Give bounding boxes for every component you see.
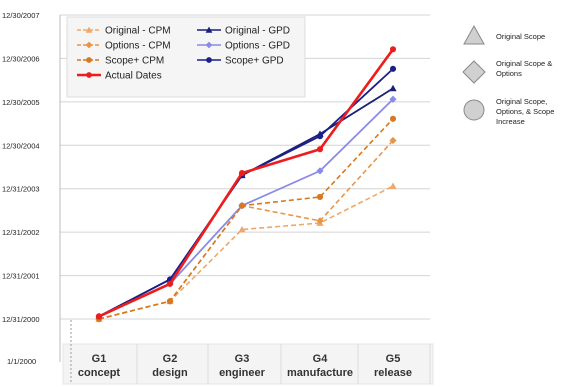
shape-key-label: Original Scope & — [496, 59, 552, 68]
legend: Original - CPM Original - GPD Options - CP… — [66, 16, 306, 98]
x-tick-label: G2 — [163, 353, 178, 365]
legend-label: Actual Dates — [105, 71, 162, 82]
data-point — [389, 95, 397, 103]
series — [95, 46, 397, 320]
series — [95, 115, 397, 323]
legend-marker — [205, 41, 213, 49]
legend-label: Original - GPD — [225, 26, 290, 37]
y-tick-label: 12/31/2001 — [2, 272, 40, 281]
y-tick-label: 12/30/2007 — [2, 11, 40, 20]
legend-marker — [85, 41, 93, 49]
legend-label: Original - CPM — [105, 26, 171, 37]
x-tick-label: G5 — [386, 353, 401, 365]
data-point — [389, 136, 397, 145]
x-tick-label: G1 — [92, 353, 107, 365]
data-point — [238, 225, 246, 233]
x-tick-label: G3 — [235, 353, 250, 365]
data-point — [389, 46, 397, 53]
y-tick-label: 12/30/2006 — [2, 54, 40, 63]
data-point — [316, 193, 324, 201]
shape-key-label: Original Scope — [496, 32, 545, 41]
x-tick-label: manufacture — [287, 367, 353, 379]
legend-label: Options - CPM — [105, 41, 171, 52]
legend-marker — [85, 26, 93, 33]
x-tick-label: design — [152, 367, 188, 379]
data-point — [316, 133, 324, 140]
y-axis-ticks: 12/30/2007 12/30/2006 12/30/2005 12/30/2004… — [2, 11, 40, 366]
x-axis-band-bg — [62, 343, 434, 385]
y-tick-label: 12/31/2000 — [2, 315, 40, 324]
x-tick-label: engineer — [219, 367, 266, 379]
y-tick-label: 12/30/2005 — [2, 98, 40, 107]
shape-key-label: Original Scope, — [496, 97, 547, 106]
legend-label: Scope+ CPM — [105, 56, 164, 67]
diamond-icon — [462, 60, 486, 84]
data-point — [238, 202, 246, 209]
x-tick-label: concept — [78, 367, 121, 379]
y-tick-label: 12/30/2004 — [2, 141, 40, 150]
data-point — [95, 313, 103, 320]
data-point — [316, 146, 324, 153]
circle-icon — [463, 99, 485, 121]
y-tick-label: 12/31/2002 — [2, 228, 40, 237]
shape-key-label: Options, & Scope — [496, 107, 554, 116]
legend-box — [66, 16, 306, 98]
legend-label: Scope+ GPD — [225, 56, 284, 67]
data-point — [166, 298, 174, 305]
data-point — [316, 217, 324, 225]
series-lines — [95, 46, 397, 323]
data-point — [389, 115, 397, 122]
x-axis-band — [62, 320, 434, 385]
data-point — [316, 167, 324, 175]
legend-marker — [86, 72, 92, 78]
legend-marker — [205, 26, 213, 33]
data-point — [389, 182, 397, 189]
shape-key: Original Scope Original Scope &Options Ori… — [462, 24, 554, 126]
shape-key-label: Increase — [496, 117, 525, 126]
data-point — [389, 65, 397, 72]
x-axis-ticks: G1 concept G2 design G3 engineer G4 manufacture… — [78, 353, 412, 379]
legend-marker — [86, 57, 92, 63]
legend-marker — [206, 57, 212, 63]
shape-key-label: Options — [496, 69, 522, 78]
data-point — [238, 170, 246, 177]
y-tick-label: 1/1/2000 — [7, 357, 36, 366]
x-tick-label: G4 — [313, 353, 329, 365]
data-point — [166, 280, 174, 287]
x-tick-label: release — [374, 367, 412, 379]
y-tick-label: 12/31/2003 — [2, 185, 40, 194]
data-point — [389, 84, 397, 92]
triangle-icon — [463, 24, 485, 45]
legend-label: Options - GPD — [225, 41, 290, 52]
